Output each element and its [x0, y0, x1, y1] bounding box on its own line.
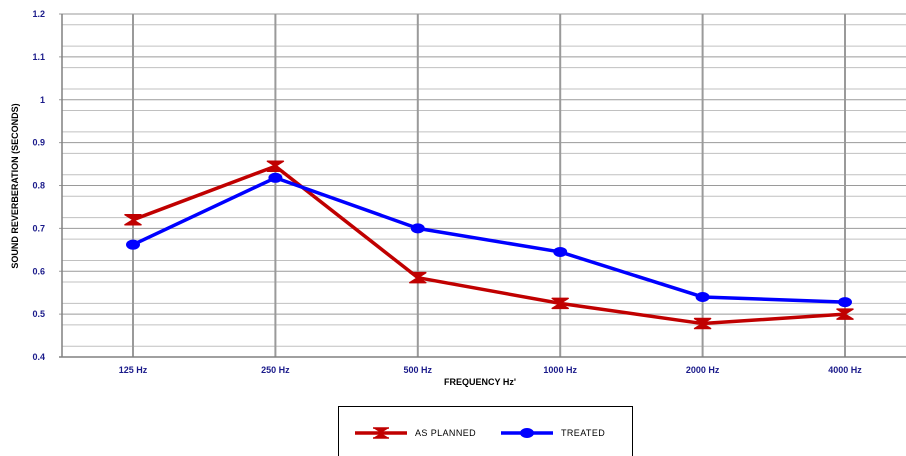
y-tick-label: 0.6 [32, 266, 45, 276]
legend-label-treated: TREATED [561, 428, 606, 438]
x-tick-label: 500 Hz [404, 365, 433, 375]
y-tick-labels: 0.4 0.5 0.6 0.7 0.8 0.9 1 1.1 1.2 [32, 9, 45, 362]
x-tick-label: 250 Hz [261, 365, 290, 375]
legend: AS PLANNED TREATED [338, 406, 633, 456]
y-tick-label: 1.1 [32, 52, 45, 62]
legend-swatch-treated [501, 428, 553, 438]
y-tick-label: 1.2 [32, 9, 45, 19]
point-as-planned [124, 214, 142, 226]
point-as-planned [836, 308, 854, 320]
series-line-treated [132, 176, 846, 304]
y-tick-label: 0.8 [32, 181, 45, 191]
legend-swatch-as-planned [355, 427, 407, 439]
y-tick-label: 0.7 [32, 223, 45, 233]
major-gridlines [59, 13, 906, 358]
point-as-planned [551, 297, 569, 310]
y-tick-label: 0.5 [32, 309, 45, 319]
point-treated [126, 239, 140, 250]
series-line-as-planned [132, 164, 846, 326]
x-axis-title: FREQUENCY Hz' [444, 377, 516, 387]
x-tick-label: 2000 Hz [686, 365, 720, 375]
x-tick-label: 125 Hz [119, 365, 148, 375]
y-tick-label: 0.9 [32, 138, 45, 148]
y-tick-label: 1 [40, 95, 45, 105]
y-tick-label: 0.4 [32, 352, 45, 362]
point-treated [695, 291, 710, 302]
point-as-planned [693, 317, 712, 330]
point-as-planned [409, 271, 427, 284]
point-treated [410, 223, 425, 234]
chart: 0.4 0.5 0.6 0.7 0.8 0.9 1 1.1 1.2 125 Hz 250 Hz 50… [10, 9, 906, 387]
axes [59, 14, 906, 358]
point-as-planned [266, 160, 285, 172]
point-treated [268, 172, 283, 183]
legend-label-as-planned: AS PLANNED [415, 428, 477, 438]
y-axis-title: SOUND REVERBERATION (SECONDS) [10, 103, 20, 268]
series-layer [124, 160, 854, 330]
x-tick-label: 1000 Hz [543, 365, 577, 375]
x-tick-labels: 125 Hz 250 Hz 500 Hz 1000 Hz 2000 Hz 4000 Hz [119, 365, 863, 375]
point-treated [553, 246, 568, 257]
x-tick-label: 4000 Hz [828, 365, 862, 375]
point-treated [838, 297, 852, 308]
